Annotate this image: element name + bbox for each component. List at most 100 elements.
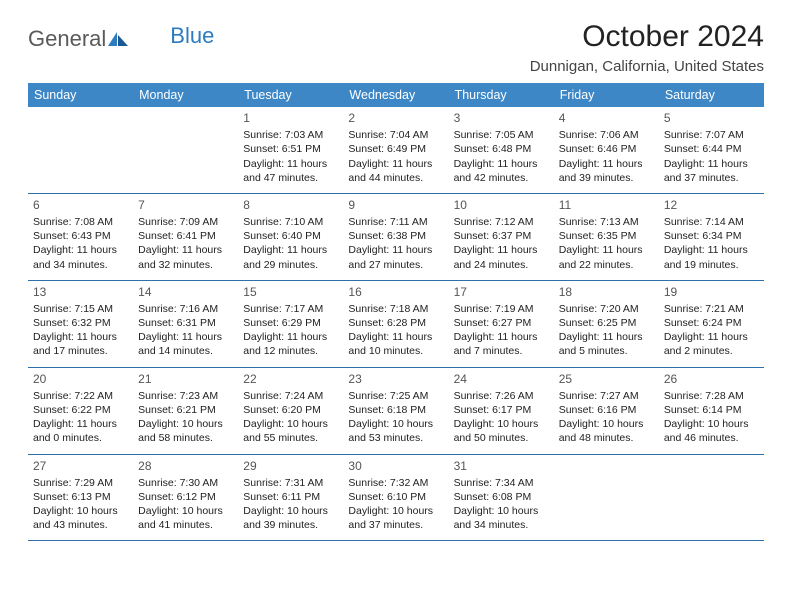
day-number: 31 bbox=[454, 458, 549, 474]
calendar-cell: 8Sunrise: 7:10 AMSunset: 6:40 PMDaylight… bbox=[238, 193, 343, 280]
sunset-text: Sunset: 6:18 PM bbox=[348, 403, 443, 417]
daylight-text: Daylight: 11 hours bbox=[454, 330, 549, 344]
sunset-text: Sunset: 6:13 PM bbox=[33, 490, 128, 504]
sunrise-text: Sunrise: 7:28 AM bbox=[664, 389, 759, 403]
day-number: 4 bbox=[559, 110, 654, 126]
daylight-text: and 12 minutes. bbox=[243, 344, 338, 358]
sunrise-text: Sunrise: 7:26 AM bbox=[454, 389, 549, 403]
calendar-cell: 11Sunrise: 7:13 AMSunset: 6:35 PMDayligh… bbox=[554, 193, 659, 280]
daylight-text: and 19 minutes. bbox=[664, 258, 759, 272]
day-number: 25 bbox=[559, 371, 654, 387]
daylight-text: and 42 minutes. bbox=[454, 171, 549, 185]
sunrise-text: Sunrise: 7:06 AM bbox=[559, 128, 654, 142]
calendar-cell: 20Sunrise: 7:22 AMSunset: 6:22 PMDayligh… bbox=[28, 367, 133, 454]
daylight-text: and 0 minutes. bbox=[33, 431, 128, 445]
sunset-text: Sunset: 6:10 PM bbox=[348, 490, 443, 504]
calendar-row: 27Sunrise: 7:29 AMSunset: 6:13 PMDayligh… bbox=[28, 454, 764, 541]
day-number: 19 bbox=[664, 284, 759, 300]
sunrise-text: Sunrise: 7:16 AM bbox=[138, 302, 233, 316]
calendar-row: 20Sunrise: 7:22 AMSunset: 6:22 PMDayligh… bbox=[28, 367, 764, 454]
sunrise-text: Sunrise: 7:21 AM bbox=[664, 302, 759, 316]
sunrise-text: Sunrise: 7:10 AM bbox=[243, 215, 338, 229]
daylight-text: Daylight: 10 hours bbox=[454, 417, 549, 431]
day-number: 5 bbox=[664, 110, 759, 126]
daylight-text: Daylight: 11 hours bbox=[33, 243, 128, 257]
calendar-cell: 17Sunrise: 7:19 AMSunset: 6:27 PMDayligh… bbox=[449, 280, 554, 367]
calendar-cell: 9Sunrise: 7:11 AMSunset: 6:38 PMDaylight… bbox=[343, 193, 448, 280]
calendar-cell: 7Sunrise: 7:09 AMSunset: 6:41 PMDaylight… bbox=[133, 193, 238, 280]
calendar-cell: 22Sunrise: 7:24 AMSunset: 6:20 PMDayligh… bbox=[238, 367, 343, 454]
day-number: 26 bbox=[664, 371, 759, 387]
daylight-text: Daylight: 10 hours bbox=[559, 417, 654, 431]
calendar-row: 1Sunrise: 7:03 AMSunset: 6:51 PMDaylight… bbox=[28, 107, 764, 193]
daylight-text: Daylight: 11 hours bbox=[138, 330, 233, 344]
sunset-text: Sunset: 6:38 PM bbox=[348, 229, 443, 243]
calendar-cell: 16Sunrise: 7:18 AMSunset: 6:28 PMDayligh… bbox=[343, 280, 448, 367]
daylight-text: Daylight: 10 hours bbox=[454, 504, 549, 518]
sunset-text: Sunset: 6:12 PM bbox=[138, 490, 233, 504]
daylight-text: and 43 minutes. bbox=[33, 518, 128, 532]
sunrise-text: Sunrise: 7:11 AM bbox=[348, 215, 443, 229]
header: GeneralBlue October 2024 Dunnigan, Calif… bbox=[28, 20, 764, 75]
daylight-text: and 24 minutes. bbox=[454, 258, 549, 272]
day-number: 24 bbox=[454, 371, 549, 387]
daylight-text: and 29 minutes. bbox=[243, 258, 338, 272]
daylight-text: Daylight: 11 hours bbox=[243, 243, 338, 257]
day-header: Wednesday bbox=[343, 83, 448, 107]
daylight-text: Daylight: 11 hours bbox=[243, 330, 338, 344]
daylight-text: Daylight: 11 hours bbox=[559, 157, 654, 171]
calendar-table: Sunday Monday Tuesday Wednesday Thursday… bbox=[28, 83, 764, 541]
daylight-text: and 27 minutes. bbox=[348, 258, 443, 272]
sunset-text: Sunset: 6:14 PM bbox=[664, 403, 759, 417]
calendar-cell: 5Sunrise: 7:07 AMSunset: 6:44 PMDaylight… bbox=[659, 107, 764, 193]
day-number: 30 bbox=[348, 458, 443, 474]
day-number: 1 bbox=[243, 110, 338, 126]
calendar-cell: 24 Sunrise: 7:26 AMSunset: 6:17 PMDayligh… bbox=[449, 367, 554, 454]
day-header-row: Sunday Monday Tuesday Wednesday Thursday… bbox=[28, 83, 764, 107]
day-header: Tuesday bbox=[238, 83, 343, 107]
daylight-text: Daylight: 10 hours bbox=[138, 504, 233, 518]
calendar-cell: 28Sunrise: 7:30 AMSunset: 6:12 PMDayligh… bbox=[133, 454, 238, 541]
day-header: Thursday bbox=[449, 83, 554, 107]
sunset-text: Sunset: 6:21 PM bbox=[138, 403, 233, 417]
calendar-cell: 13Sunrise: 7:15 AMSunset: 6:32 PMDayligh… bbox=[28, 280, 133, 367]
sunrise-text: Sunrise: 7:09 AM bbox=[138, 215, 233, 229]
calendar-cell: 6Sunrise: 7:08 AMSunset: 6:43 PMDaylight… bbox=[28, 193, 133, 280]
logo: GeneralBlue bbox=[28, 20, 214, 52]
sunset-text: Sunset: 6:17 PM bbox=[454, 403, 549, 417]
daylight-text: Daylight: 10 hours bbox=[664, 417, 759, 431]
logo-word1: General bbox=[28, 26, 106, 52]
day-number: 23 bbox=[348, 371, 443, 387]
sunset-text: Sunset: 6:31 PM bbox=[138, 316, 233, 330]
daylight-text: Daylight: 11 hours bbox=[33, 330, 128, 344]
daylight-text: Daylight: 11 hours bbox=[664, 157, 759, 171]
calendar-cell: 21Sunrise: 7:23 AMSunset: 6:21 PMDayligh… bbox=[133, 367, 238, 454]
sunset-text: Sunset: 6:08 PM bbox=[454, 490, 549, 504]
daylight-text: Daylight: 10 hours bbox=[348, 504, 443, 518]
daylight-text: and 46 minutes. bbox=[664, 431, 759, 445]
daylight-text: and 53 minutes. bbox=[348, 431, 443, 445]
sunrise-text: Sunrise: 7:22 AM bbox=[33, 389, 128, 403]
daylight-text: and 22 minutes. bbox=[559, 258, 654, 272]
daylight-text: Daylight: 10 hours bbox=[348, 417, 443, 431]
day-header: Saturday bbox=[659, 83, 764, 107]
daylight-text: and 37 minutes. bbox=[664, 171, 759, 185]
calendar-cell bbox=[659, 454, 764, 541]
sunset-text: Sunset: 6:44 PM bbox=[664, 142, 759, 156]
sunset-text: Sunset: 6:28 PM bbox=[348, 316, 443, 330]
daylight-text: and 37 minutes. bbox=[348, 518, 443, 532]
day-header: Monday bbox=[133, 83, 238, 107]
calendar-cell: 27Sunrise: 7:29 AMSunset: 6:13 PMDayligh… bbox=[28, 454, 133, 541]
day-header: Sunday bbox=[28, 83, 133, 107]
day-number: 14 bbox=[138, 284, 233, 300]
daylight-text: and 50 minutes. bbox=[454, 431, 549, 445]
daylight-text: Daylight: 11 hours bbox=[348, 243, 443, 257]
day-number: 6 bbox=[33, 197, 128, 213]
sunset-text: Sunset: 6:35 PM bbox=[559, 229, 654, 243]
calendar-cell: 26 Sunrise: 7:28 AMSunset: 6:14 PMDayligh… bbox=[659, 367, 764, 454]
sunset-text: Sunset: 6:46 PM bbox=[559, 142, 654, 156]
location: Dunnigan, California, United States bbox=[530, 58, 764, 75]
daylight-text: and 44 minutes. bbox=[348, 171, 443, 185]
daylight-text: and 34 minutes. bbox=[33, 258, 128, 272]
sunset-text: Sunset: 6:20 PM bbox=[243, 403, 338, 417]
